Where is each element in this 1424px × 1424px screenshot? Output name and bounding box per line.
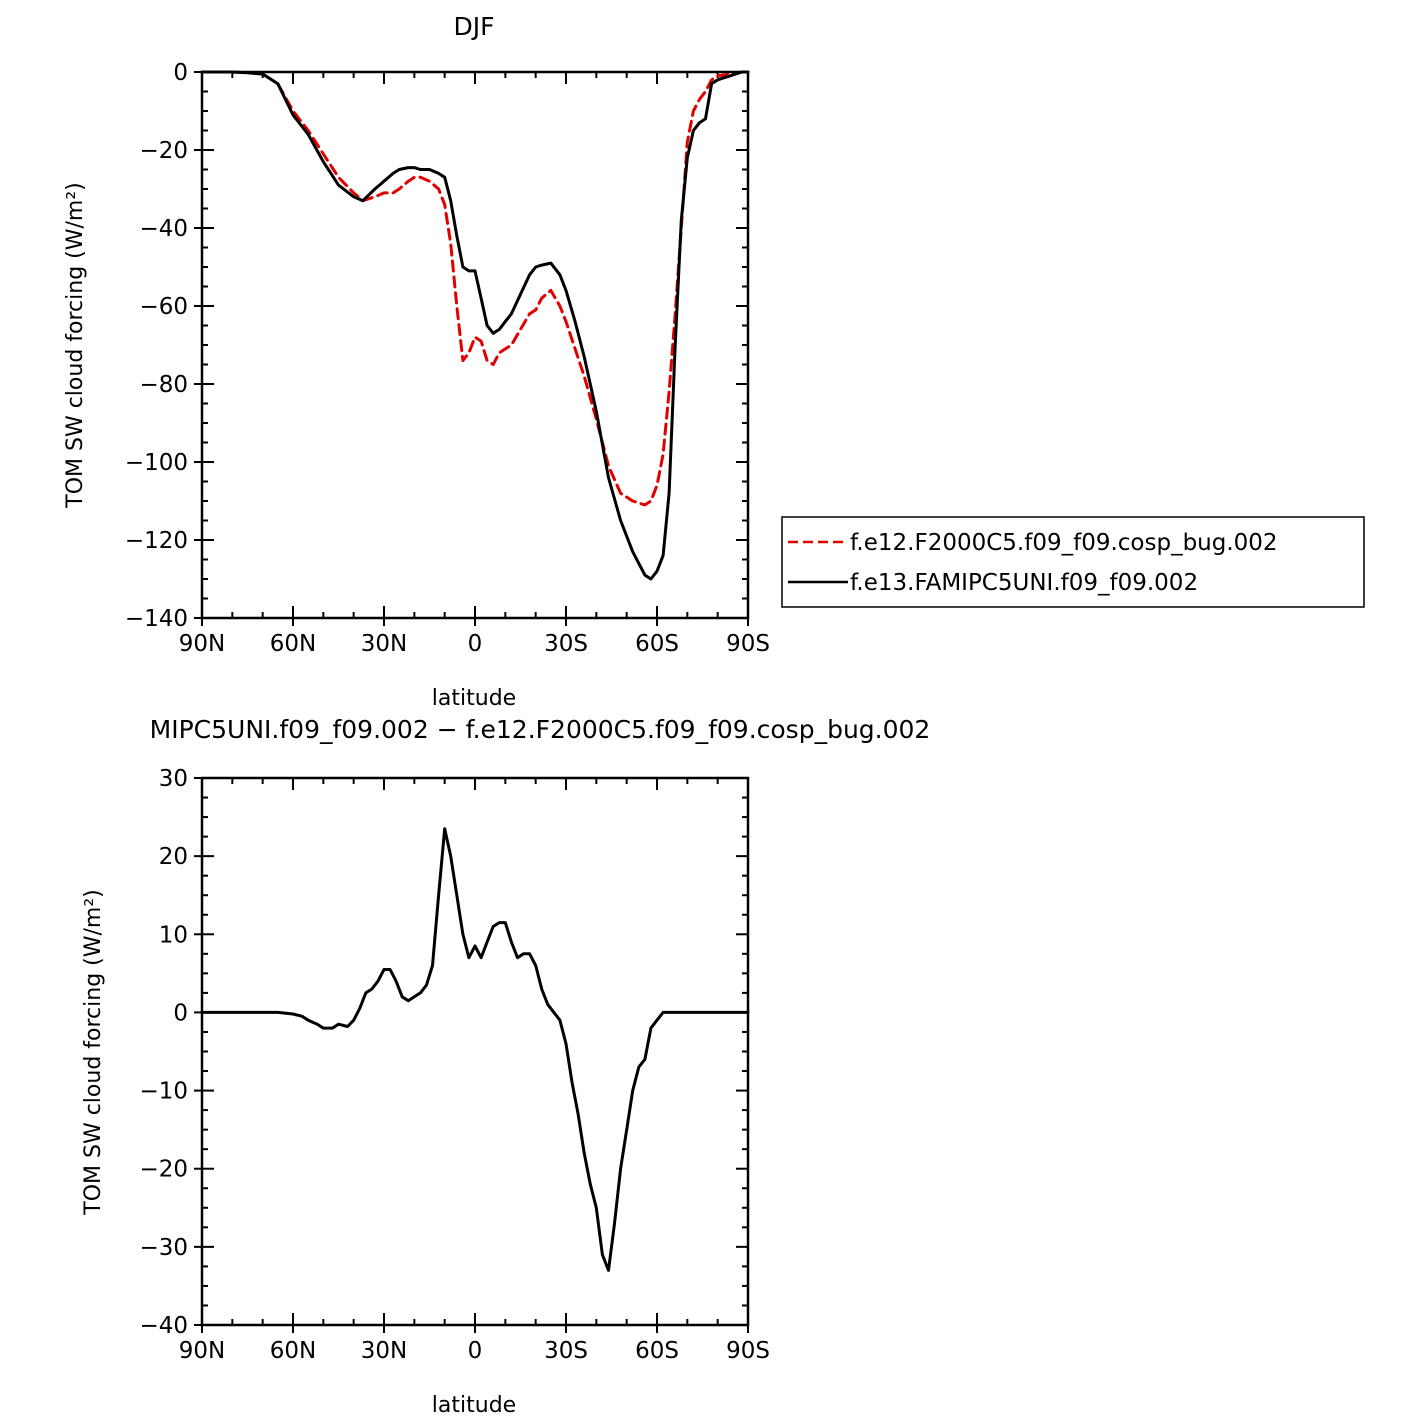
chart-bottom-series — [200, 827, 750, 1272]
chart-top-xtick-label: 90N — [179, 631, 225, 657]
chart-bottom-xlabel: latitude — [432, 1393, 516, 1418]
chart-bottom-ytick-label: −40 — [139, 1313, 188, 1339]
chart-bottom-ytick-label: −30 — [139, 1235, 188, 1261]
chart-bottom-frame — [200, 776, 750, 1327]
chart-top-ylabel: TOM SW cloud forcing (W/m²) — [63, 182, 88, 508]
chart-top-ytick-label: 0 — [173, 60, 188, 86]
chart-top-xtick-label: 90S — [726, 631, 770, 657]
chart-top-xtick-label: 0 — [468, 631, 483, 657]
chart-bottom-series-line-1 — [200, 827, 750, 1272]
chart-top-ytick-label: −40 — [139, 216, 188, 242]
chart-top-xtick-label: 60S — [635, 631, 679, 657]
chart-top-ytick-label: −140 — [125, 606, 188, 632]
chart-top-xtick-label: 60N — [270, 631, 316, 657]
chart-bottom-ticks: 90N 60N 30N 0 30S 60S 90S 30 20 10 0 −10 −20 −30 −40 — [139, 766, 769, 1364]
chart-top-xlabel: latitude — [432, 686, 516, 711]
legend-label-series-2: f.e13.FAMIPC5UNI.f09_f09.002 — [850, 570, 1198, 596]
chart-bottom-ytick-label: 20 — [159, 844, 188, 870]
chart-bottom-xtick-label: 60N — [270, 1338, 316, 1364]
chart-bottom-ytick-label: 10 — [159, 922, 188, 948]
chart-top-xtick-label: 30S — [544, 631, 588, 657]
legend: f.e12.F2000C5.f09_f09.cosp_bug.002 f.e13… — [781, 516, 1365, 608]
chart-top-series — [200, 70, 750, 581]
chart-top-frame — [200, 70, 750, 620]
legend-box — [781, 516, 1365, 608]
chart-top-ytick-label: −120 — [125, 528, 188, 554]
chart-top-ytick-label: −80 — [139, 372, 188, 398]
chart-bottom-ytick-label: −10 — [139, 1079, 188, 1105]
chart-top-ytick-label: −20 — [139, 138, 188, 164]
chart-bottom-ytick-label: 0 — [173, 1000, 188, 1026]
chart-top-series-line-2 — [200, 70, 750, 581]
chart-bottom-xtick-label: 60S — [635, 1338, 679, 1364]
chart-bottom-xtick-label: 90S — [726, 1338, 770, 1364]
chart-bottom-ylabel: TOM SW cloud forcing (W/m²) — [81, 889, 106, 1215]
chart-bottom: MIPC5UNI.f09_f09.002 − f.e12.F2000C5.f09… — [81, 715, 930, 1418]
chart-top-ytick-label: −60 — [139, 294, 188, 320]
chart-bottom-ytick-label: 30 — [159, 766, 188, 792]
chart-top-series-line-1 — [200, 70, 750, 507]
chart-top-title: DJF — [453, 12, 494, 41]
chart-bottom-xtick-label: 30S — [544, 1338, 588, 1364]
chart-top-xtick-label: 30N — [361, 631, 407, 657]
chart-bottom-xtick-label: 0 — [468, 1338, 483, 1364]
chart-top-ytick-label: −100 — [125, 450, 188, 476]
chart-top-ticks: 90N 60N 30N 0 30S 60S 90S 0 −20 −40 −60 −80 −100 −120… — [125, 60, 770, 657]
chart-bottom-xtick-label: 90N — [179, 1338, 225, 1364]
chart-bottom-ytick-label: −20 — [139, 1157, 188, 1183]
chart-top: DJF 90N 60N 30N 0 30S 60S 90S 0 −20 −40 −60 −80 −100… — [63, 12, 770, 711]
chart-bottom-xtick-label: 30N — [361, 1338, 407, 1364]
legend-label-series-1: f.e12.F2000C5.f09_f09.cosp_bug.002 — [850, 530, 1278, 556]
chart-bottom-title: MIPC5UNI.f09_f09.002 − f.e12.F2000C5.f09… — [150, 715, 931, 744]
